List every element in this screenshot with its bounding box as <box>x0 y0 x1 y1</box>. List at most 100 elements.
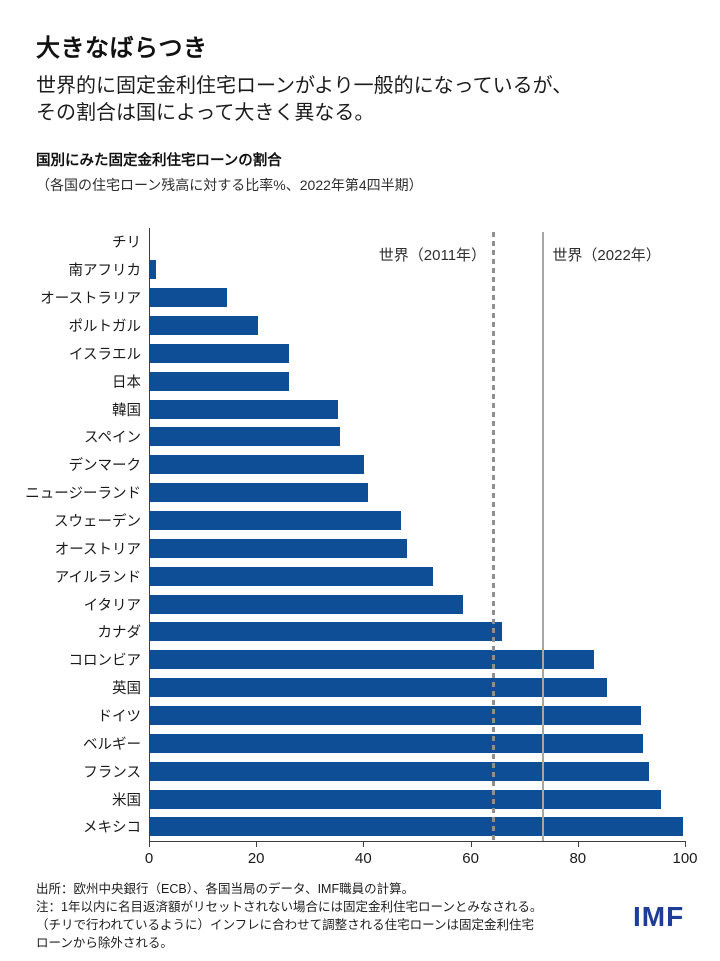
bar <box>149 650 595 670</box>
bar <box>149 371 290 391</box>
category-label: イタリア <box>83 597 141 614</box>
category-label: コロンビア <box>68 653 142 670</box>
category-label: 英国 <box>112 681 141 698</box>
bar <box>149 399 338 419</box>
x-tick-label: 40 <box>355 850 372 867</box>
bar-track <box>149 817 685 837</box>
category-label: デンマーク <box>68 458 142 475</box>
figure-titles: 国別にみた固定金利住宅ローンの割合 （各国の住宅ローン残高に対する比率%、202… <box>36 149 696 195</box>
chart-row: デンマーク <box>0 451 720 479</box>
chart-row: イスラエル <box>0 339 720 367</box>
bar <box>149 343 289 363</box>
chart-row: オーストリア <box>0 534 720 562</box>
category-label: スペイン <box>84 430 141 447</box>
bar-track <box>149 678 685 698</box>
category-label: チリ <box>112 235 141 252</box>
chart-subtitle: （各国の住宅ローン残高に対する比率%、2022年第4四半期） <box>36 177 423 193</box>
bar <box>149 789 661 809</box>
bar <box>149 316 258 335</box>
header: 大きなばらつき 世界的に固定金利住宅ローンがより一般的になっているが、 その割合… <box>36 28 696 127</box>
category-label: 米国 <box>112 792 141 809</box>
bar-chart: チリ南アフリカオーストラリアポルトガルイスラエル日本韓国スペインデンマークニュー… <box>0 228 720 841</box>
bar-track <box>149 343 685 363</box>
footer: 出所：欧州中央銀行（ECB）、各国当局のデータ、IMF職員の計算。 注：1年以内… <box>36 880 636 952</box>
chart-row: ポルトガル <box>0 312 720 340</box>
bar <box>149 260 156 280</box>
bar-track <box>149 260 685 280</box>
bar-track <box>149 622 685 642</box>
category-label: スウェーデン <box>54 514 141 531</box>
x-tick-label: 60 <box>462 850 479 867</box>
bar-track <box>149 566 685 586</box>
x-tick-label: 20 <box>247 850 265 867</box>
bar <box>149 733 644 753</box>
chart-row: スペイン <box>0 423 720 451</box>
category-label: イスラエル <box>68 346 141 363</box>
category-label: ニュージーランド <box>25 486 141 503</box>
category-label: 日本 <box>112 374 141 391</box>
chart-row: アイルランド <box>0 562 720 590</box>
imf-logo: IMF <box>633 901 685 932</box>
page-title: 大きなばらつき <box>36 35 208 62</box>
bar <box>149 594 464 614</box>
bar-track <box>149 650 685 670</box>
category-label: オーストリア <box>54 541 141 558</box>
bar-track <box>149 706 685 726</box>
bar <box>149 288 228 308</box>
chart-row: チリ <box>0 228 720 256</box>
chart-row: 韓国 <box>0 395 720 423</box>
x-tick-label: 80 <box>569 850 587 867</box>
y-axis-line <box>149 228 150 841</box>
bar-track <box>149 316 685 335</box>
category-label: メキシコ <box>83 820 141 837</box>
chart-row: 南アフリカ <box>0 256 720 284</box>
bar <box>149 511 401 531</box>
bar <box>149 761 650 781</box>
chart-row: フランス <box>0 757 720 785</box>
bar <box>149 538 408 558</box>
bar <box>149 622 502 642</box>
category-label: 韓国 <box>112 402 141 419</box>
category-label: フランス <box>83 764 141 781</box>
bar <box>149 427 340 447</box>
footnote: 注：1年以内に名目返済額がリセットされない場合には固定金利住宅ローンとみなされる… <box>36 900 543 950</box>
chart-row: オーストラリア <box>0 284 720 312</box>
x-tick-label: 0 <box>144 850 154 867</box>
bar-track <box>149 427 685 447</box>
chart-row: カナダ <box>0 618 720 646</box>
bar-track <box>149 455 685 475</box>
category-label: ドイツ <box>97 709 142 726</box>
bar-track <box>149 538 685 558</box>
bar <box>149 455 364 475</box>
x-axis-line <box>149 841 686 842</box>
category-label: ベルギー <box>83 736 141 753</box>
chart-row: ドイツ <box>0 702 720 730</box>
chart-row: スウェーデン <box>0 507 720 535</box>
category-label: アイルランド <box>54 569 141 586</box>
category-label: ポルトガル <box>68 319 142 335</box>
chart-title: 国別にみた固定金利住宅ローンの割合 <box>36 153 282 169</box>
chart-row: メキシコ <box>0 813 720 841</box>
chart-row: 米国 <box>0 785 720 813</box>
chart-row: 日本 <box>0 367 720 395</box>
chart-row: イタリア <box>0 590 720 618</box>
chart-row: ベルギー <box>0 729 720 757</box>
bar-track <box>149 232 685 251</box>
chart-row: 英国 <box>0 674 720 702</box>
bar-track <box>149 789 685 809</box>
category-label: 南アフリカ <box>68 263 142 280</box>
category-label: カナダ <box>97 625 142 642</box>
bar-track <box>149 399 685 419</box>
page-subtitle: 世界的に固定金利住宅ローンがより一般的になっているが、 その割合は国によって大き… <box>36 75 573 124</box>
bar-track <box>149 371 685 391</box>
bar-track <box>149 733 685 753</box>
chart-row: ニュージーランド <box>0 479 720 507</box>
bar <box>149 678 607 698</box>
chart-row: コロンビア <box>0 646 720 674</box>
bar-track <box>149 761 685 781</box>
bar-track <box>149 288 685 308</box>
bar <box>149 706 642 726</box>
bar-track <box>149 594 685 614</box>
bar-track <box>149 511 685 531</box>
